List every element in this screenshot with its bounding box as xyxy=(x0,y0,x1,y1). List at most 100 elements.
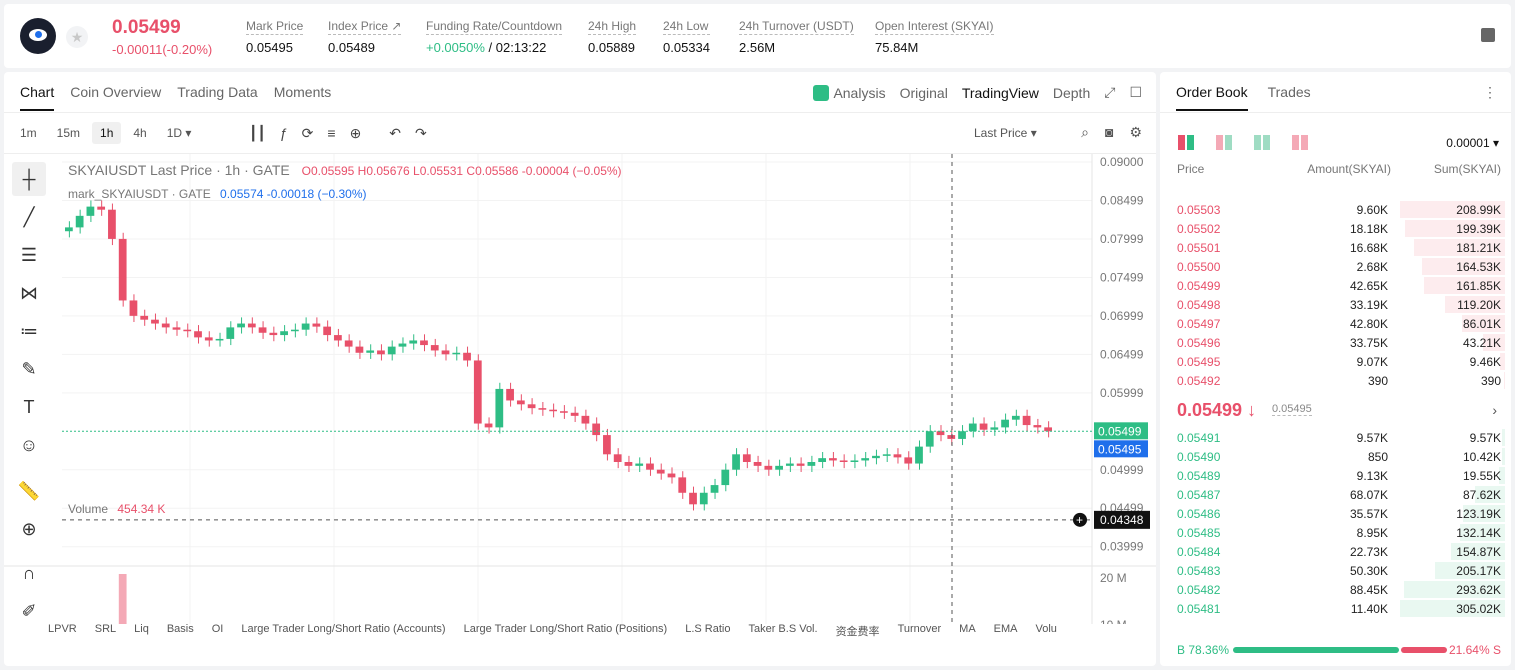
tab-original[interactable]: Original xyxy=(899,84,948,101)
expand-icon[interactable]: ⤢ xyxy=(1104,84,1116,100)
trendline-icon[interactable]: ╱ xyxy=(23,207,35,227)
candle-body xyxy=(516,400,525,405)
view-bids-icon[interactable] xyxy=(1254,135,1270,150)
indicator-tab[interactable]: Volu xyxy=(1035,623,1057,635)
indicators-icon[interactable]: ƒ xyxy=(279,125,288,141)
bid-row[interactable]: 0.05487 68.07K 87.62K xyxy=(1160,485,1511,504)
bid-row[interactable]: 0.05491 9.57K 9.57K xyxy=(1160,428,1511,447)
tab-trades[interactable]: Trades xyxy=(1267,84,1311,100)
favorite-star-icon[interactable]: ★ xyxy=(66,26,88,48)
ask-row[interactable]: 0.05503 9.60K 208.99K xyxy=(1160,200,1511,219)
indicator-tab[interactable]: 资金费率 xyxy=(835,626,880,638)
view-sells-icon[interactable] xyxy=(1292,135,1308,150)
tab-trading-data[interactable]: Trading Data xyxy=(177,84,258,100)
sell-ratio-bar xyxy=(1401,647,1447,653)
indicator-tab[interactable]: Taker B.S Vol. xyxy=(748,623,818,635)
more-icon[interactable]: ⋮ xyxy=(1483,84,1497,100)
candle-body xyxy=(204,337,213,341)
templates-icon[interactable]: ≡ xyxy=(327,125,336,141)
row-sum: 19.55K xyxy=(1462,469,1501,483)
row-sum: 390 xyxy=(1480,374,1501,388)
depth-bar xyxy=(1500,353,1505,370)
book-icon[interactable] xyxy=(1481,28,1495,42)
zoom-icon[interactable]: ⊕ xyxy=(21,519,37,539)
bid-row[interactable]: 0.05481 11.40K 305.02K xyxy=(1160,599,1511,618)
brush-icon[interactable]: ✎ xyxy=(21,359,37,379)
bid-row[interactable]: 0.05482 88.45K 293.62K xyxy=(1160,580,1511,599)
indicator-tab[interactable]: LPVR xyxy=(48,623,77,635)
ask-row[interactable]: 0.05495 9.07K 9.46K xyxy=(1160,352,1511,371)
tab-depth[interactable]: Depth xyxy=(1052,84,1091,101)
indicator-tab[interactable]: SRL xyxy=(94,623,117,635)
gear-icon[interactable]: ⚙ xyxy=(1129,124,1142,140)
candle-body xyxy=(108,209,116,239)
pencil-icon[interactable]: ✐ xyxy=(21,601,37,621)
tab-coin-overview[interactable]: Coin Overview xyxy=(70,84,162,100)
tab-1m[interactable]: 1m xyxy=(20,126,37,140)
chevron-right-icon[interactable]: › xyxy=(1492,402,1497,418)
ask-row[interactable]: 0.05501 16.68K 181.21K xyxy=(1160,238,1511,257)
indicator-tab[interactable]: OI xyxy=(211,623,224,635)
tab-tradingview[interactable]: TradingView xyxy=(961,84,1039,101)
precision-select[interactable]: 0.00001 ▾ xyxy=(1446,136,1499,150)
indicator-tab[interactable]: EMA xyxy=(993,623,1018,635)
ask-row[interactable]: 0.05500 2.68K 164.53K xyxy=(1160,257,1511,276)
measure-lines-icon[interactable]: ≔ xyxy=(20,321,38,341)
ask-row[interactable]: 0.05499 42.65K 161.85K xyxy=(1160,276,1511,295)
magnet-icon[interactable]: ∩ xyxy=(22,563,36,583)
indicator-tab[interactable]: MA xyxy=(959,623,976,635)
indicator-tab[interactable]: Large Trader Long/Short Ratio (Accounts) xyxy=(241,623,446,635)
replay-icon[interactable]: ⟳ xyxy=(301,125,314,141)
ask-row[interactable]: 0.05496 33.75K 43.21K xyxy=(1160,333,1511,352)
volume-label: Volume xyxy=(68,502,109,516)
view-asks-icon[interactable] xyxy=(1216,135,1232,150)
candle-body xyxy=(592,423,601,436)
tab-4h[interactable]: 4h xyxy=(133,126,147,140)
tab-15m[interactable]: 15m xyxy=(56,126,81,140)
fib-icon[interactable]: ☰ xyxy=(20,245,38,265)
tab-analysis[interactable]: Analysis xyxy=(813,84,886,101)
tab-chart[interactable]: Chart xyxy=(20,84,55,111)
add-indicator-icon[interactable]: ⊕ xyxy=(349,125,362,141)
row-sum: 132.14K xyxy=(1456,526,1501,540)
tab-1d-[interactable]: 1D ▾ xyxy=(166,126,192,140)
tab-1h[interactable]: 1h xyxy=(92,122,122,144)
indicator-tab[interactable]: Large Trader Long/Short Ratio (Positions… xyxy=(463,623,668,635)
redo-icon[interactable]: ↷ xyxy=(415,125,427,141)
camera-icon[interactable]: ◙ xyxy=(1104,124,1114,140)
indicator-tab[interactable]: Turnover xyxy=(897,623,942,635)
bid-row[interactable]: 0.05483 50.30K 205.17K xyxy=(1160,561,1511,580)
candle-body xyxy=(151,319,159,324)
ruler-icon[interactable]: 📏 xyxy=(17,481,41,501)
indicator-tab[interactable]: L.S Ratio xyxy=(685,623,731,635)
pattern-icon[interactable]: ⋈ xyxy=(20,283,38,303)
undo-icon[interactable]: ↶ xyxy=(389,125,402,141)
bid-row[interactable]: 0.05484 22.73K 154.87K xyxy=(1160,542,1511,561)
ask-row[interactable]: 0.05497 42.80K 86.01K xyxy=(1160,314,1511,333)
crosshair-icon[interactable]: ┼ xyxy=(12,162,46,196)
candle-body xyxy=(538,408,547,410)
indicator-tab[interactable]: Liq xyxy=(134,623,149,635)
search-icon[interactable]: ⌕ xyxy=(1081,124,1089,140)
tab-order-book[interactable]: Order Book xyxy=(1176,84,1248,111)
window-icon[interactable]: ☐ xyxy=(1129,84,1142,100)
text-icon[interactable]: T xyxy=(23,397,35,417)
bid-row[interactable]: 0.05485 8.95K 132.14K xyxy=(1160,523,1511,542)
stat-4: 24h Low 0.05334 xyxy=(663,19,710,55)
ask-row[interactable]: 0.05502 18.18K 199.39K xyxy=(1160,219,1511,238)
price-source-select[interactable]: Last Price ▾ xyxy=(974,126,1037,140)
candle-type-icon[interactable]: ┃┃ xyxy=(249,125,266,141)
indicator-tab[interactable]: Basis xyxy=(166,623,194,635)
tab-moments[interactable]: Moments xyxy=(273,84,332,100)
bid-row[interactable]: 0.05486 35.57K 123.19K xyxy=(1160,504,1511,523)
bid-row[interactable]: 0.05490 850 10.42K xyxy=(1160,447,1511,466)
stat-label: 24h Low xyxy=(663,19,710,35)
candlestick-chart[interactable]: 0.09000 0.08499 0.07999 0.07499 0.06999 0.064… xyxy=(4,154,1156,624)
ask-row[interactable]: 0.05492 390 390 xyxy=(1160,371,1511,390)
view-both-icon[interactable] xyxy=(1178,135,1194,150)
candle-body xyxy=(764,465,773,470)
emoji-icon[interactable]: ☺ xyxy=(19,435,39,455)
candle-body xyxy=(323,326,332,336)
bid-row[interactable]: 0.05489 9.13K 19.55K xyxy=(1160,466,1511,485)
ask-row[interactable]: 0.05498 33.19K 119.20K xyxy=(1160,295,1511,314)
